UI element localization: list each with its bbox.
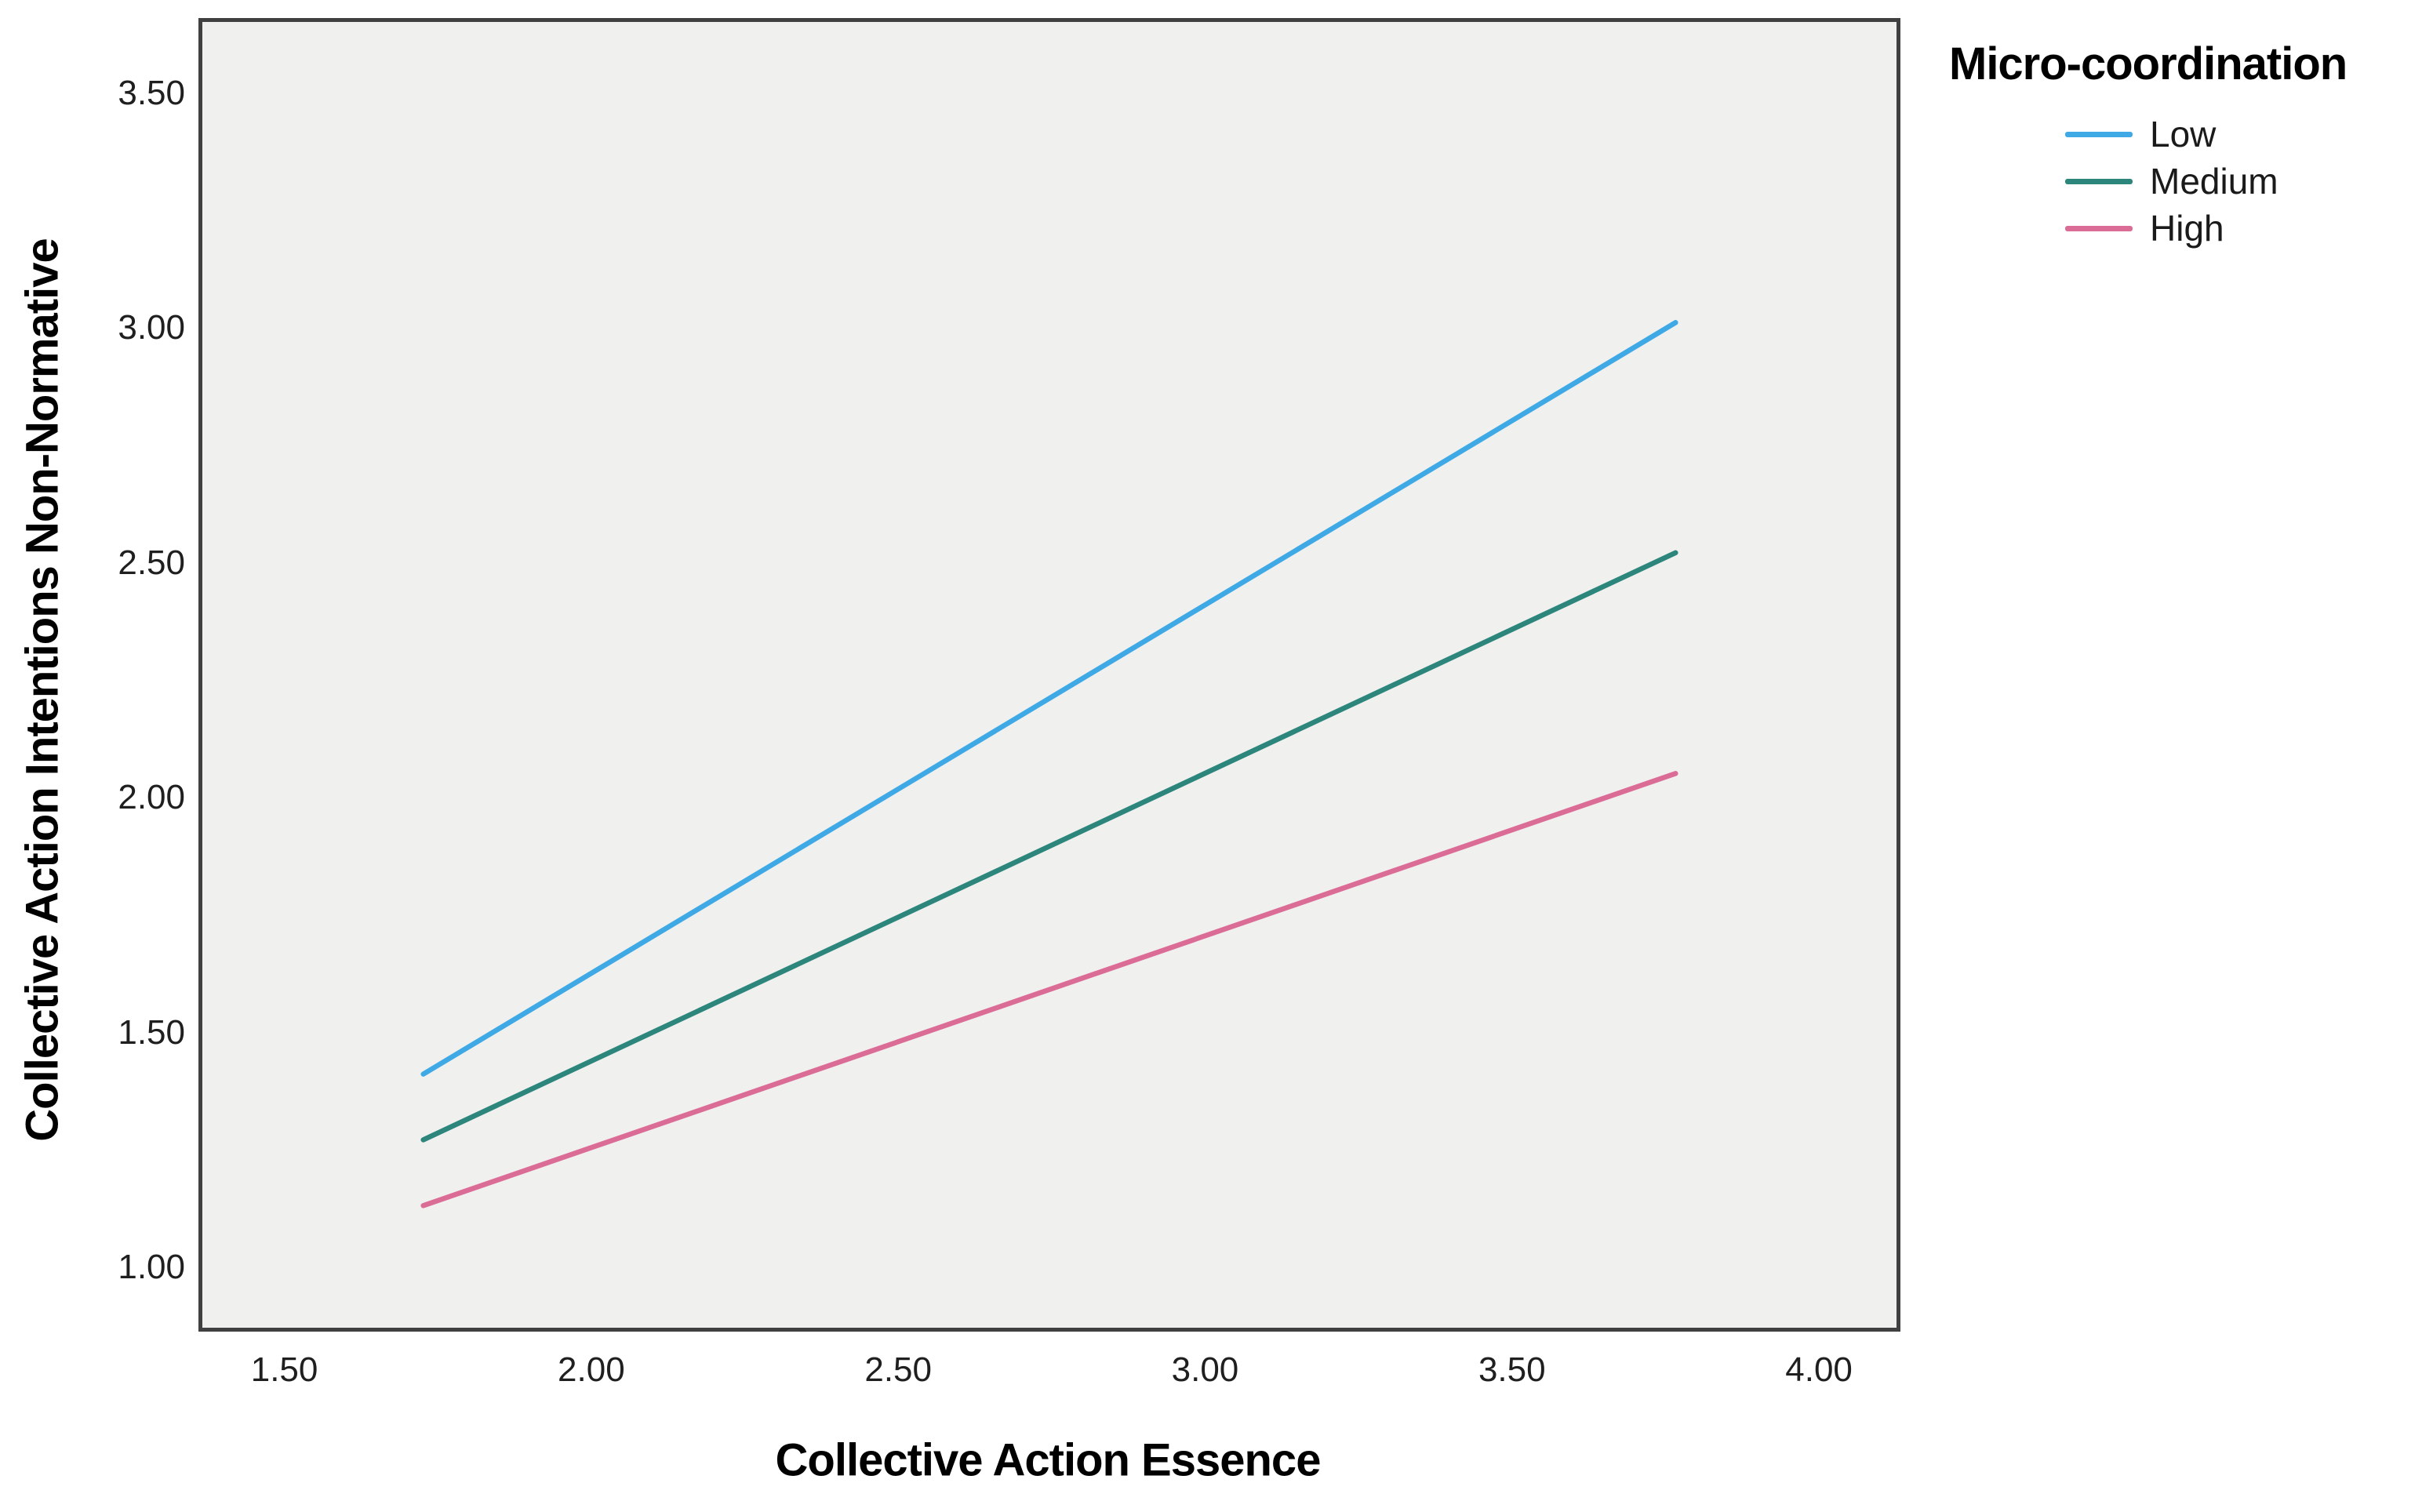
- x-tick-label: 4.00: [1785, 1350, 1853, 1389]
- y-tick-label: 3.50: [118, 73, 185, 112]
- medium-series-swatch: [2065, 178, 2133, 184]
- plot-area: [198, 18, 1900, 1332]
- x-axis-title: Collective Action Essence: [775, 1434, 1322, 1486]
- legend-title: Micro-coordination: [1949, 38, 2347, 89]
- line-chart: [420, 320, 1678, 1209]
- y-axis-title: Collective Action Intentions Non-Normati…: [16, 238, 68, 1142]
- legend-item-high: High: [1945, 205, 2416, 252]
- legend-label-medium: Medium: [2150, 161, 2278, 202]
- legend-item-low: Low: [1945, 111, 2416, 158]
- x-tick-label: 3.50: [1478, 1350, 1546, 1389]
- y-tick-label: 1.50: [118, 1012, 185, 1052]
- legend-label-high: High: [2150, 208, 2224, 249]
- legend-item-medium: Medium: [1945, 158, 2416, 205]
- series-line-high: [420, 771, 1678, 1209]
- series-line-medium: [420, 550, 1678, 1143]
- x-tick-label: 3.00: [1171, 1350, 1239, 1389]
- x-tick-label: 2.00: [558, 1350, 625, 1389]
- y-tick-label: 1.00: [118, 1248, 185, 1287]
- series-line-low: [420, 320, 1678, 1077]
- legend: Micro-coordination Low Medium High: [1945, 38, 2416, 252]
- legend-label-low: Low: [2150, 114, 2217, 154]
- high-series-swatch: [2065, 225, 2133, 231]
- x-tick-label: 2.50: [864, 1350, 932, 1389]
- x-tick-label: 1.50: [250, 1350, 318, 1389]
- y-tick-label: 3.00: [118, 308, 185, 347]
- low-series-swatch: [2065, 131, 2133, 137]
- y-tick-label: 2.50: [118, 543, 185, 582]
- y-tick-label: 2.00: [118, 778, 185, 817]
